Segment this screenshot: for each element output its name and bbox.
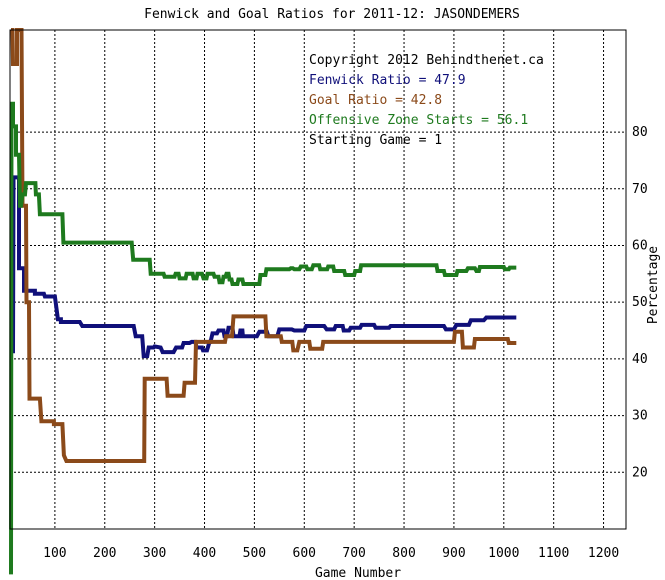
x-tick-label: 200 — [93, 546, 116, 561]
chart-title: Fenwick and Goal Ratios for 2011-12: JAS… — [144, 7, 520, 22]
y-tick-label: 70 — [632, 182, 648, 197]
tick-labels: 100 200 300 400 500 600 700 800 900 1000 1100 1200 2… — [43, 125, 648, 561]
x-tick-label: 1000 — [488, 546, 519, 561]
x-tick-label: 400 — [193, 546, 216, 561]
x-tick-label: 1200 — [588, 546, 619, 561]
series-line-1 — [10, 28, 517, 463]
x-tick-label: 100 — [43, 546, 66, 561]
x-axis-label: Game Number — [315, 566, 401, 580]
series-line-2 — [9, 101, 517, 575]
y-tick-label: 20 — [632, 465, 648, 480]
x-tick-label: 600 — [293, 546, 316, 561]
x-tick-label: 300 — [143, 546, 166, 561]
y-axis-label: Percentage — [646, 246, 661, 324]
series-lines — [9, 28, 517, 575]
y-tick-label: 40 — [632, 352, 648, 367]
annotation-line-4: Starting Game = 1 — [309, 133, 442, 148]
x-tick-label: 1100 — [538, 546, 569, 561]
y-tick-label: 30 — [632, 409, 648, 424]
y-tick-label: 50 — [632, 295, 648, 310]
annotation-line-1: Fenwick Ratio = 47.9 — [309, 73, 466, 88]
annotation-line-2: Goal Ratio = 42.8 — [309, 93, 442, 108]
y-tick-label: 80 — [632, 125, 648, 140]
x-tick-label: 800 — [392, 546, 415, 561]
x-tick-label: 900 — [442, 546, 465, 561]
plot-frame — [9, 29, 627, 530]
x-tick-label: 700 — [342, 546, 365, 561]
y-tick-label: 60 — [632, 238, 648, 253]
annotation-line-3: Offensive Zone Starts = 56.1 — [309, 113, 528, 128]
x-tick-label: 500 — [243, 546, 266, 561]
annotation-box: Copyright 2012 Behindthenet.ca Fenwick Ra… — [309, 53, 544, 148]
series-line-0 — [11, 175, 517, 359]
annotation-line-0: Copyright 2012 Behindthenet.ca — [309, 53, 544, 68]
